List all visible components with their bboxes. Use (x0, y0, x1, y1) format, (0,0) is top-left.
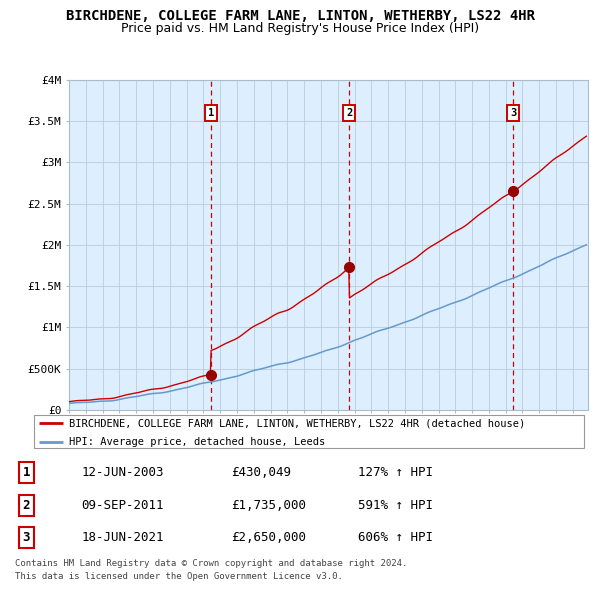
Text: 3: 3 (23, 531, 30, 544)
Text: 1: 1 (208, 108, 214, 117)
Text: £1,735,000: £1,735,000 (231, 499, 306, 512)
Text: BIRCHDENE, COLLEGE FARM LANE, LINTON, WETHERBY, LS22 4HR (detached house): BIRCHDENE, COLLEGE FARM LANE, LINTON, WE… (69, 418, 525, 428)
Text: BIRCHDENE, COLLEGE FARM LANE, LINTON, WETHERBY, LS22 4HR: BIRCHDENE, COLLEGE FARM LANE, LINTON, WE… (65, 9, 535, 23)
Text: 09-SEP-2011: 09-SEP-2011 (81, 499, 164, 512)
Text: 606% ↑ HPI: 606% ↑ HPI (358, 531, 433, 544)
Text: This data is licensed under the Open Government Licence v3.0.: This data is licensed under the Open Gov… (15, 572, 343, 581)
Text: 127% ↑ HPI: 127% ↑ HPI (358, 466, 433, 479)
Text: 2: 2 (346, 108, 352, 117)
FancyBboxPatch shape (34, 415, 584, 448)
Text: 1: 1 (23, 466, 30, 479)
Text: HPI: Average price, detached house, Leeds: HPI: Average price, detached house, Leed… (69, 437, 325, 447)
Text: Contains HM Land Registry data © Crown copyright and database right 2024.: Contains HM Land Registry data © Crown c… (15, 559, 407, 568)
Text: £2,650,000: £2,650,000 (231, 531, 306, 544)
Text: £430,049: £430,049 (231, 466, 291, 479)
Text: 12-JUN-2003: 12-JUN-2003 (81, 466, 164, 479)
Text: 2: 2 (23, 499, 30, 512)
Text: 591% ↑ HPI: 591% ↑ HPI (358, 499, 433, 512)
Text: Price paid vs. HM Land Registry's House Price Index (HPI): Price paid vs. HM Land Registry's House … (121, 22, 479, 35)
Text: 3: 3 (511, 108, 517, 117)
Text: 18-JUN-2021: 18-JUN-2021 (81, 531, 164, 544)
